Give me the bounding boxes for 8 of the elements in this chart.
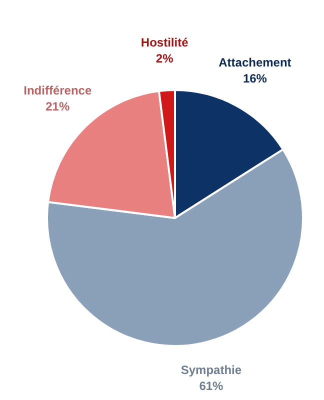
slice-label: Hostilité bbox=[140, 35, 189, 50]
slice-label: Sympathie bbox=[180, 363, 242, 377]
data-label: 16% bbox=[242, 72, 268, 86]
data-label: 2% bbox=[156, 51, 174, 66]
slice-label: Attachement bbox=[218, 56, 292, 70]
slice-label: Indifférence bbox=[24, 84, 92, 98]
data-label: 21% bbox=[46, 100, 70, 114]
data-label: 61% bbox=[199, 379, 224, 393]
